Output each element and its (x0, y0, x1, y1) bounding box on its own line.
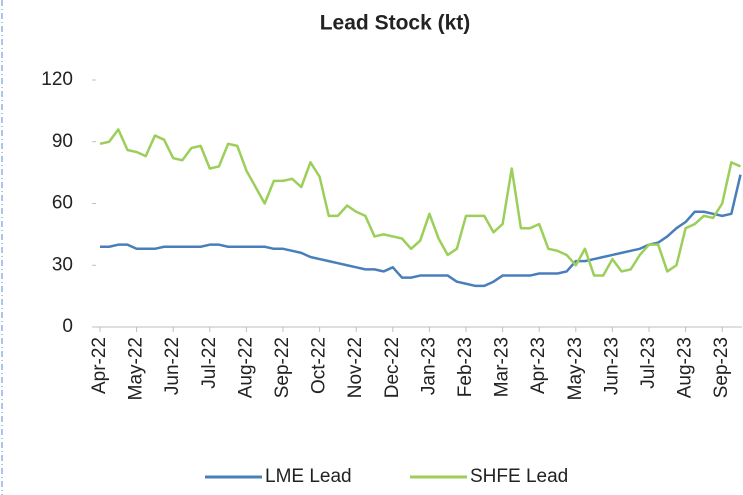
y-tick-label: 120 (41, 69, 73, 90)
x-tick-label: Jun-23 (601, 337, 622, 395)
legend-label: LME Lead (265, 466, 352, 487)
y-tick-label: 90 (52, 131, 73, 152)
x-tick-label: Mar-23 (492, 337, 513, 397)
x-tick-label: Jul-23 (638, 337, 659, 389)
x-tick-label: Dec-22 (382, 337, 403, 398)
x-tick-label: Jul-22 (199, 337, 220, 389)
x-tick-label: Aug-22 (235, 337, 256, 398)
x-tick-label: Aug-23 (675, 337, 696, 398)
x-tick-label: Nov-22 (345, 337, 366, 398)
chart-title: Lead Stock (kt) (320, 12, 471, 35)
x-tick-label: Sep-23 (711, 337, 732, 398)
x-tick-label: Jun-22 (162, 337, 183, 395)
x-tick-label: Apr-22 (89, 337, 110, 394)
legend-label: SHFE Lead (470, 466, 568, 487)
y-tick-label: 60 (52, 193, 73, 214)
x-tick-label: Sep-22 (272, 337, 293, 398)
series-line (99, 128, 742, 277)
x-tick-label: Oct-22 (309, 337, 330, 394)
x-tick-label: Apr-23 (528, 337, 549, 394)
y-tick-label: 0 (62, 316, 73, 337)
x-tick-label: May-23 (565, 337, 586, 400)
x-tick-label: Feb-23 (455, 337, 476, 397)
series-line (100, 174, 742, 288)
x-tick-label: Jan-23 (418, 337, 439, 395)
x-tick-label: May-22 (126, 337, 147, 400)
y-tick-label: 30 (52, 254, 73, 275)
